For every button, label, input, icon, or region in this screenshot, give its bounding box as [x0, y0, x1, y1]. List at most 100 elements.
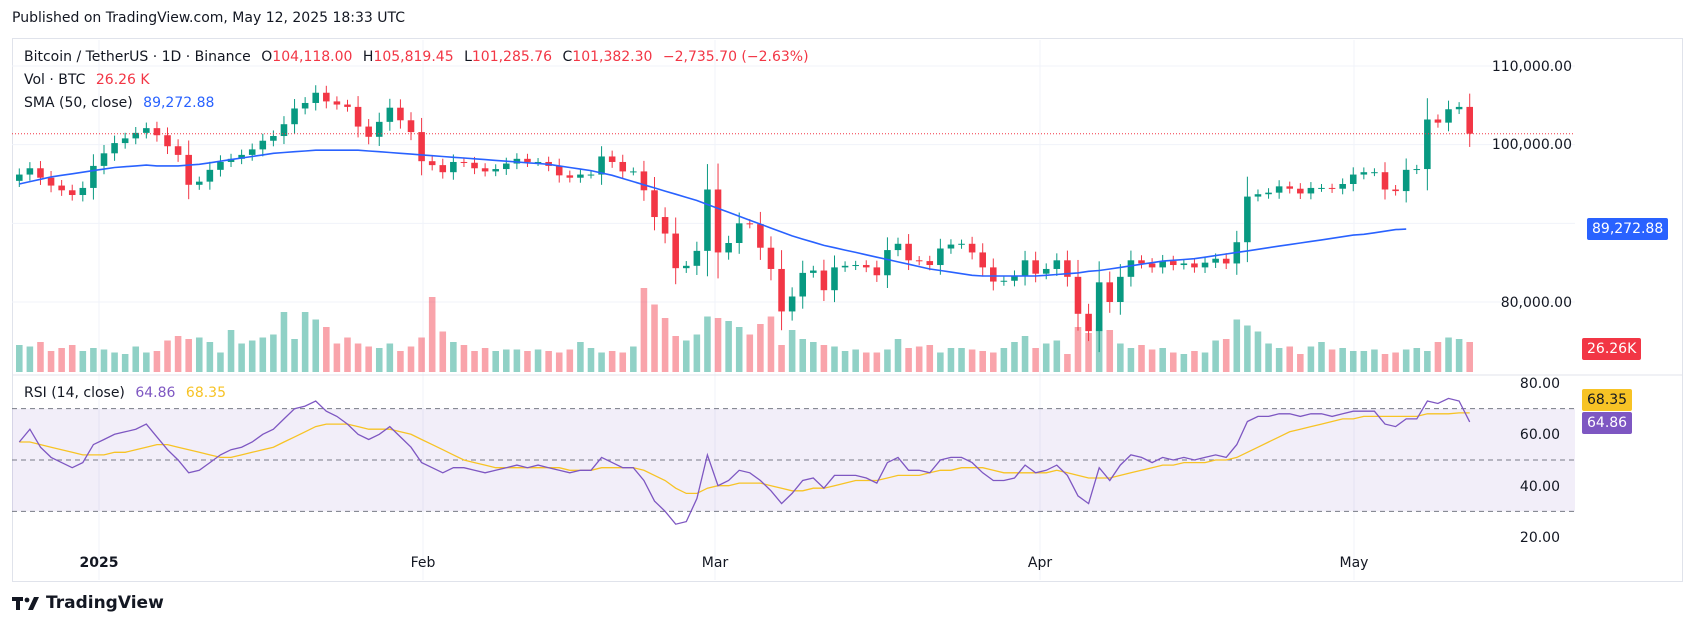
volume-bar — [1297, 354, 1304, 372]
published-caption: Published on TradingView.com, May 12, 20… — [12, 10, 406, 26]
volume-bar — [524, 351, 531, 372]
rsi-ma-line — [19, 412, 1470, 495]
volume-bar — [450, 342, 457, 372]
volume-bar — [1074, 327, 1082, 372]
volume-bar — [555, 352, 563, 372]
price-tick-110000: 110,000.00 — [1492, 59, 1572, 75]
open-label: O — [261, 49, 273, 65]
volume-bar — [1021, 336, 1029, 372]
volume-bar — [471, 351, 478, 372]
candle-body — [143, 128, 150, 133]
candle-body — [630, 171, 637, 173]
candle-body — [1466, 106, 1473, 134]
volume-bar — [566, 349, 574, 372]
volume-bar — [174, 336, 182, 372]
volume-bar — [862, 352, 870, 372]
volume-bar — [291, 339, 298, 372]
volume-bar — [767, 316, 775, 372]
symbol-label[interactable]: Bitcoin / TetherUS · 1D · Binance — [24, 49, 251, 65]
candle-body — [1064, 260, 1071, 277]
time-tick-feb: Feb — [411, 555, 436, 571]
volume-bar — [990, 352, 997, 372]
rsi-label[interactable]: RSI (14, close) — [24, 385, 125, 401]
candle-body — [937, 248, 944, 266]
volume-bar — [1138, 345, 1145, 372]
candle-body — [195, 181, 203, 185]
volume-bar — [1191, 351, 1198, 372]
rsi-ma-value: 68.35 — [185, 385, 226, 401]
candle-body — [873, 267, 881, 276]
candle-body — [1159, 261, 1166, 268]
volume-bar — [1053, 340, 1061, 372]
volume-bar — [915, 346, 923, 372]
volume-bar — [852, 349, 859, 372]
volume-bar — [799, 339, 807, 372]
candle-body — [503, 163, 510, 170]
candle-body — [259, 140, 267, 150]
chart-legend: Bitcoin / TetherUS · 1D · Binance O104,1… — [24, 46, 809, 115]
candle-body — [291, 108, 298, 125]
volume-bar — [1212, 340, 1219, 372]
volume-bar — [206, 342, 214, 372]
volume-bar — [1434, 342, 1442, 372]
candle-body — [1127, 260, 1135, 277]
volume-bar — [1371, 349, 1378, 372]
volume-bar — [1286, 346, 1294, 372]
high-label: H — [362, 49, 374, 65]
candle-body — [1286, 186, 1294, 189]
volume-bar — [831, 346, 838, 372]
price-axis: 110,000.00 100,000.00 80,000.00 — [1492, 59, 1572, 311]
candle-body — [471, 162, 478, 169]
candle-body — [111, 143, 118, 154]
candle-body — [1085, 313, 1092, 332]
candle-body — [1402, 169, 1410, 192]
volume-bar — [164, 340, 171, 372]
volume-bar — [439, 331, 447, 372]
candle-body — [121, 138, 129, 144]
candle-body — [248, 149, 256, 155]
price-tick-80000: 80,000.00 — [1501, 295, 1572, 311]
volume-bar — [1318, 342, 1325, 372]
candle-body — [344, 104, 351, 107]
sma-value: 89,272.88 — [143, 95, 215, 111]
volume-bar — [714, 318, 722, 372]
volume-bar — [841, 351, 849, 372]
candle-body — [90, 165, 97, 188]
volume-bar — [757, 324, 764, 372]
candle-body — [439, 165, 447, 173]
candle-body — [757, 224, 764, 248]
candle-body — [1392, 189, 1399, 192]
volume-bar — [1201, 352, 1209, 372]
chart-frame[interactable] — [12, 38, 1683, 582]
volume-bar — [1085, 333, 1092, 372]
volume-bar — [577, 342, 584, 372]
candle-body — [397, 107, 404, 121]
candle-body — [852, 265, 859, 267]
candle-body — [725, 243, 732, 253]
time-tick-2025: 2025 — [80, 555, 119, 571]
tradingview-logo[interactable]: TradingView — [12, 593, 164, 613]
candle-body — [26, 168, 34, 175]
candle-body — [1318, 187, 1325, 189]
candle-body — [1424, 119, 1431, 170]
candle-body — [1445, 109, 1452, 123]
volume-bar — [259, 337, 267, 372]
sma-label[interactable]: SMA (50, close) — [24, 95, 133, 111]
candle-body — [682, 265, 690, 269]
candle-body — [1021, 260, 1029, 277]
volume-bar — [746, 334, 754, 372]
volume-bar — [407, 346, 415, 372]
candle-body — [1222, 258, 1230, 264]
candle-body — [1074, 276, 1082, 314]
volume-bar — [1455, 339, 1463, 372]
candle-body — [640, 171, 648, 191]
volume-bar — [810, 342, 817, 372]
candle-body — [1339, 184, 1346, 189]
rsi-tick-20: 20.00 — [1520, 530, 1560, 546]
volume-label[interactable]: Vol · BTC — [24, 72, 86, 88]
candle-body — [841, 265, 849, 268]
candle-body — [810, 270, 817, 273]
candle-body — [16, 174, 23, 181]
volume-bar — [873, 352, 881, 372]
